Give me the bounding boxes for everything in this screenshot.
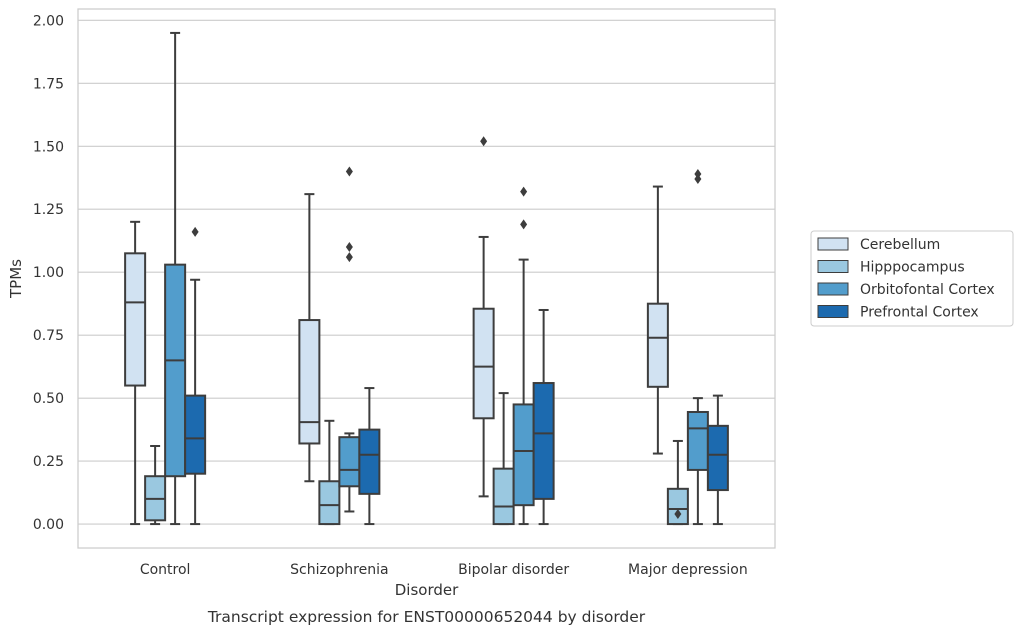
iqr-box	[164, 263, 187, 478]
box-2-3	[686, 168, 709, 526]
outlier-point	[694, 168, 702, 179]
x-tick-label: Major depression	[628, 562, 748, 578]
outlier-point	[674, 508, 682, 519]
x-tick-label: Schizophrenia	[290, 562, 388, 578]
box-2-0	[164, 31, 187, 526]
legend-swatch	[817, 237, 849, 251]
iqr-box	[512, 403, 535, 507]
box-0-0	[124, 220, 147, 526]
x-tick-labels: Control Schizophrenia Bipolar disorder Majo…	[140, 562, 748, 578]
legend-swatch	[817, 260, 849, 273]
legend-label: Prefrontal Cortex	[860, 305, 979, 321]
iqr-box	[666, 487, 689, 526]
x-tick-label: Control	[140, 562, 191, 578]
box-3-0	[184, 226, 207, 526]
legend-swatch	[817, 282, 849, 296]
plot-frame	[77, 8, 776, 549]
x-axis-label: Disorder	[395, 581, 459, 599]
iqr-box	[184, 394, 207, 475]
iqr-box	[492, 467, 515, 526]
y-tick-labels: 0.00 0.25 0.50 0.75 1.00 1.25 1.50 1.75 2.00	[33, 13, 64, 533]
iqr-box	[472, 307, 495, 420]
iqr-box	[318, 480, 341, 526]
box-1-2	[492, 392, 515, 526]
y-axis-label: TPMs	[7, 259, 25, 299]
box-3-2	[532, 308, 555, 526]
iqr-box	[532, 382, 555, 500]
y-tick-label: 0.50	[33, 391, 64, 407]
box-3-3	[706, 394, 729, 526]
outlier-point	[694, 174, 702, 185]
box-layer	[124, 31, 729, 526]
outlier-point	[345, 242, 353, 253]
y-tick-label: 1.25	[33, 202, 64, 218]
outlier-point	[345, 166, 353, 177]
iqr-box	[298, 319, 321, 445]
legend: Cerebellum Hipppocampus Orbitofontal Corte…	[810, 230, 1014, 327]
iqr-box	[646, 302, 669, 388]
y-tick-label: 0.25	[33, 454, 64, 470]
box-3-1	[358, 387, 381, 526]
legend-frame	[810, 230, 1014, 327]
outlier-point	[191, 226, 199, 237]
y-tick-label: 2.00	[33, 13, 64, 29]
box-0-1	[298, 193, 321, 483]
outlier-point	[520, 219, 528, 230]
outlier-point	[480, 136, 488, 147]
y-tick-label: 0.00	[33, 517, 64, 533]
x-tick-label: Bipolar disorder	[458, 562, 569, 578]
box-2-2	[512, 186, 535, 526]
y-tick-label: 0.75	[33, 328, 64, 344]
box-0-3	[646, 185, 669, 455]
iqr-box	[124, 252, 147, 387]
box-1-3	[666, 439, 689, 526]
legend-label: Cerebellum	[860, 237, 940, 253]
y-tick-label: 1.50	[33, 139, 64, 155]
y-tick-label: 1.00	[33, 265, 64, 281]
legend-label: Orbitofontal Cortex	[860, 282, 995, 298]
iqr-box	[706, 424, 729, 492]
iqr-box	[358, 428, 381, 495]
legend-label: Hipppocampus	[860, 260, 965, 276]
box-1-1	[318, 419, 341, 526]
legend-swatch	[817, 305, 849, 318]
box-0-2	[472, 136, 495, 498]
outlier-point	[520, 186, 528, 197]
box-2-1	[338, 166, 361, 513]
chart-caption: Transcript expression for ENST0000065204…	[207, 608, 646, 626]
iqr-box	[338, 436, 361, 488]
iqr-box	[686, 410, 709, 471]
box-1-0	[144, 444, 167, 526]
y-tick-label: 1.75	[33, 76, 64, 92]
outlier-point	[345, 252, 353, 263]
